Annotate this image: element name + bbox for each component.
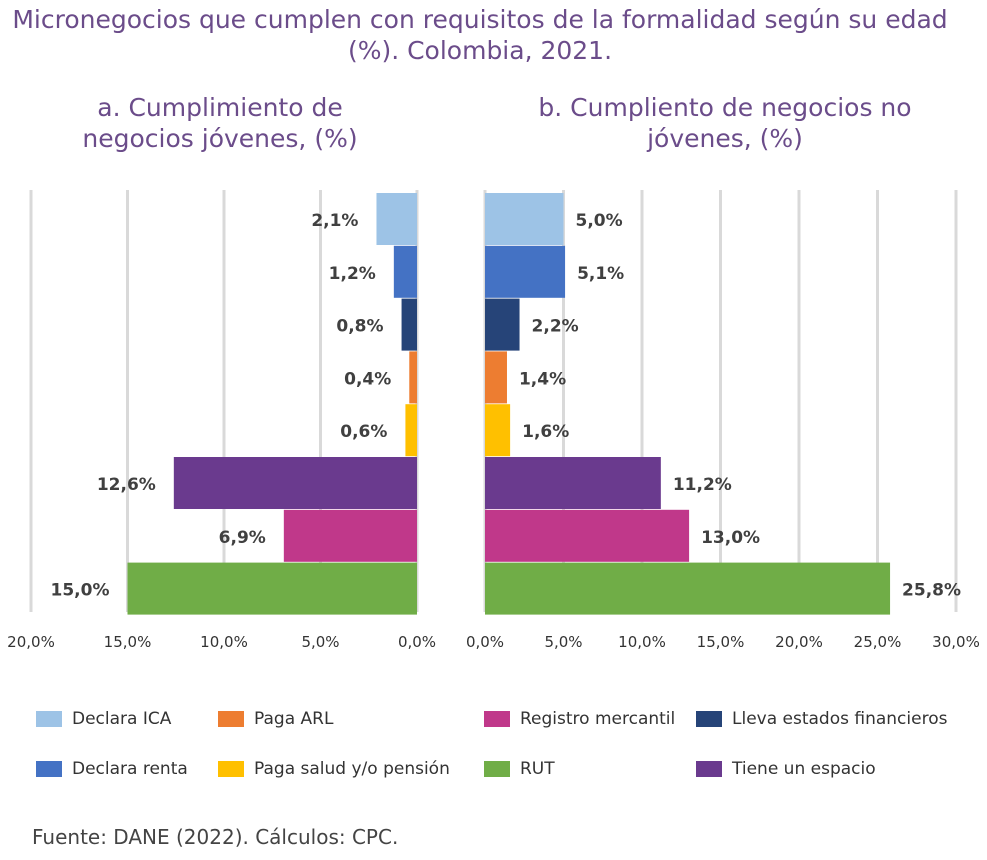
tick-label-b: 30,0% [932, 633, 980, 651]
chart-canvas: 0,0% 5,0% 10,0% 15,0% 20,0% 2,1% 1,2% 0,8% 0,4% 0… [7, 190, 980, 651]
legend-item: Registro mercantil [484, 709, 675, 729]
data-label-b: 5,1% [577, 264, 624, 284]
legend-swatch [484, 761, 510, 777]
legend-swatch [36, 711, 62, 727]
data-label-a: 15,0% [51, 581, 110, 601]
legend-item: RUT [484, 759, 555, 779]
legend-label: Lleva estados financieros [732, 709, 948, 729]
tick-label-b: 15,0% [697, 633, 745, 651]
legend-swatch [218, 711, 244, 727]
tick-label-a: 15,0% [104, 633, 152, 651]
data-label-b: 1,4% [519, 369, 566, 389]
legend-item: Lleva estados financieros [696, 709, 947, 729]
legend-label: RUT [520, 759, 555, 779]
legend-swatch [484, 711, 510, 727]
panel-b-title: b. Cumpliento de negocios no jóvenes, (%… [538, 93, 912, 153]
source-note: Fuente: DANE (2022). Cálculos: CPC. [32, 825, 399, 849]
tick-label-a: 5,0% [301, 633, 339, 651]
legend-item: Paga ARL [218, 709, 333, 729]
data-label-a: 0,6% [340, 422, 387, 442]
bar-a [401, 298, 417, 351]
bar-a [283, 509, 417, 562]
panel-a-title: a. Cumplimiento de negocios jóvenes, (%) [82, 93, 358, 153]
data-label-b: 5,0% [576, 211, 623, 231]
legend-swatch [36, 761, 62, 777]
legend-label: Declara renta [72, 759, 188, 779]
bar-a [127, 562, 417, 615]
bar-b [485, 245, 566, 298]
data-label-b: 25,8% [902, 581, 961, 601]
bar-b [485, 193, 564, 245]
data-label-b: 13,0% [701, 528, 760, 548]
legend-item: Declara renta [36, 759, 188, 779]
legend-swatch [696, 711, 722, 727]
tick-label-b: 25,0% [854, 633, 902, 651]
tick-label-b: 10,0% [618, 633, 666, 651]
bar-b [485, 562, 891, 615]
data-label-a: 0,8% [336, 317, 383, 337]
legend-label: Tiene un espacio [732, 759, 876, 779]
bar-a [376, 193, 417, 245]
bar-a [409, 351, 417, 404]
legend-label: Paga salud y/o pensión [254, 759, 450, 779]
legend-swatch [696, 761, 722, 777]
tick-label-a: 0,0% [398, 633, 436, 651]
legend-label: Declara ICA [72, 709, 172, 729]
legend-item: Paga salud y/o pensión [218, 759, 450, 779]
bar-b [485, 509, 690, 562]
tick-label-b: 20,0% [775, 633, 823, 651]
bar-b [485, 404, 511, 457]
tick-label-b: 0,0% [466, 633, 504, 651]
bar-a [173, 457, 417, 509]
data-label-b: 1,6% [522, 422, 569, 442]
tick-label-b: 5,0% [544, 633, 582, 651]
legend-item: Declara ICA [36, 709, 171, 729]
data-label-a: 12,6% [97, 475, 156, 495]
bar-a [393, 245, 417, 298]
legend-label: Paga ARL [254, 709, 334, 729]
data-label-a: 6,9% [219, 528, 266, 548]
legend-label: Registro mercantil [520, 709, 676, 729]
tick-label-a: 20,0% [7, 633, 55, 651]
data-label-a: 0,4% [344, 369, 391, 389]
bar-b [485, 457, 661, 509]
chart-title: Micronegocios que cumplen con requisitos… [12, 5, 948, 65]
bar-a [405, 404, 417, 457]
tick-label-a: 10,0% [200, 633, 248, 651]
bar-b [485, 298, 520, 351]
data-label-b: 2,2% [532, 317, 579, 337]
data-label-b: 11,2% [673, 475, 732, 495]
data-label-a: 2,1% [311, 211, 358, 231]
legend-item: Tiene un espacio [696, 759, 876, 779]
data-label-a: 1,2% [329, 264, 376, 284]
bar-b [485, 351, 507, 404]
legend-swatch [218, 761, 244, 777]
